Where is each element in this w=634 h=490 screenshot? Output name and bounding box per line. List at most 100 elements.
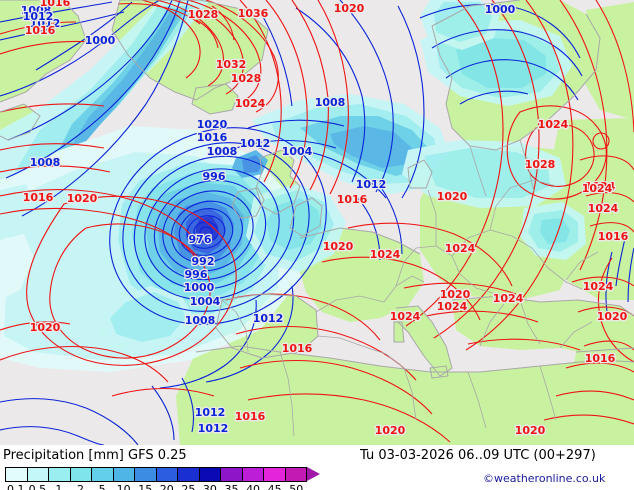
isobar-label: 1008 <box>21 4 52 17</box>
isobar-label: 1024 <box>390 310 421 323</box>
isobar-label: 1016 <box>23 191 54 204</box>
isobar-label: 1000 <box>485 3 516 16</box>
isobar-label: 1012 <box>23 10 54 23</box>
scale-tick-label: 10 <box>116 483 131 490</box>
isobar-label: 1024 <box>585 180 616 193</box>
copyright-credit: ©weatheronline.co.uk <box>483 472 606 485</box>
isobar-label: 1024 <box>235 97 266 110</box>
isobar-label: 1016 <box>235 410 266 423</box>
isobar-label: 1004 <box>190 295 221 308</box>
isobar-label: 1012 <box>198 422 229 435</box>
isobar-label: 1024 <box>493 292 524 305</box>
scale-tick-label: 5 <box>98 483 106 490</box>
isobar-label: 1032 <box>216 58 247 71</box>
isobar-label: 1020 <box>323 240 354 253</box>
isobar-label: 1028 <box>188 8 219 21</box>
isobar-label: 1008 <box>30 156 61 169</box>
isobar-label: 1020 <box>437 190 468 203</box>
isobar-label: 1024 <box>582 182 613 195</box>
isobar-label: 1012 <box>240 137 271 150</box>
isobar-label: 1008 <box>315 96 346 109</box>
color-swatch <box>70 468 92 481</box>
isobar-label: 1024 <box>437 300 468 313</box>
isobars-high <box>0 0 634 443</box>
isobar-label: 992 <box>192 255 215 268</box>
color-scale: 0.1 0.5 1 2 5 10 15 20 25 30 35 40 45 50 <box>5 467 307 490</box>
color-swatch <box>92 468 114 481</box>
isobar-label: 1004 <box>282 145 313 158</box>
scale-tick-label: 45 <box>267 483 282 490</box>
scale-tick-label: 0.5 <box>28 483 47 490</box>
isobar-label: 1024 <box>583 280 614 293</box>
isobar-label: 1016 <box>282 342 313 355</box>
color-swatch <box>156 468 178 481</box>
scale-tick-label: 35 <box>224 483 239 490</box>
color-swatch <box>221 468 243 481</box>
isobar-label: 1012 <box>356 178 387 191</box>
scale-tick-label: 40 <box>246 483 261 490</box>
scale-tick-label: 20 <box>159 483 174 490</box>
isobar-label: 1000 <box>85 34 116 47</box>
isobar-label: 1020 <box>30 321 61 334</box>
color-swatch <box>178 468 200 481</box>
country-borders <box>221 139 599 437</box>
isobar-label: 1016 <box>598 230 629 243</box>
footer: Precipitation [mm] GFS 0.25 Tu 03-03-202… <box>0 445 634 490</box>
isobar-label: 1036 <box>238 7 269 20</box>
scale-tick-label: 1 <box>55 483 63 490</box>
isobar-label: 1000 <box>184 281 215 294</box>
isobar-label: 1016 <box>25 24 56 37</box>
color-scale-ticks: 0.1 0.5 1 2 5 10 15 20 25 30 35 40 45 50 <box>5 483 307 490</box>
color-swatch <box>27 468 49 481</box>
isobar-label: 1024 <box>370 248 401 261</box>
color-swatch <box>6 468 28 481</box>
isobar-label: 1016 <box>40 0 71 9</box>
isobar-label: 1012 <box>195 406 226 419</box>
isobar-label: 1012 <box>253 312 284 325</box>
color-swatch <box>264 468 286 481</box>
valid-datetime: Tu 03-03-2026 06..09 UTC (00+297) <box>360 448 596 463</box>
isobar-label: 1016 <box>585 352 616 365</box>
color-swatch <box>135 468 157 481</box>
color-swatch <box>242 468 264 481</box>
isobar-label: 1012 <box>30 17 61 30</box>
scale-tick-label: 2 <box>77 483 84 490</box>
coastlines <box>0 0 634 379</box>
chart-title: Precipitation [mm] GFS 0.25 <box>3 448 187 463</box>
map-canvas[interactable]: 1008 1012 1016 1000 1028 1036 1032 1028 1024 1020… <box>0 0 634 445</box>
scale-tick-label: 15 <box>138 483 153 490</box>
color-swatch <box>49 468 71 481</box>
isobar-label: 1028 <box>525 158 556 171</box>
isobar-label: 976 <box>189 233 212 246</box>
isobar-label: 1016 <box>337 193 368 206</box>
isobar-label: 1020 <box>334 2 365 15</box>
color-swatch <box>285 468 306 481</box>
isobar-label: 1024 <box>538 118 569 131</box>
isobar-label: 996 <box>203 170 226 183</box>
isobar-label: 1008 <box>185 314 216 327</box>
scale-tick-label: 30 <box>202 483 217 490</box>
scale-tick-label: 50 <box>289 483 304 490</box>
color-swatch <box>113 468 135 481</box>
precipitation-field <box>0 0 586 372</box>
isobar-label: 1020 <box>67 192 98 205</box>
isobar-label: 1016 <box>197 131 228 144</box>
isobar-label: 1024 <box>588 202 619 215</box>
color-scale-arrow <box>307 467 320 481</box>
isobar-label: 996 <box>185 268 208 281</box>
isobar-label: 1008 <box>207 145 238 158</box>
isobar-label: 1020 <box>515 424 546 437</box>
isobar-label: 1028 <box>231 72 262 85</box>
color-scale-swatches <box>5 467 307 482</box>
isobar-label: 1020 <box>440 288 471 301</box>
color-swatch <box>199 468 221 481</box>
isobar-label: 1020 <box>375 424 406 437</box>
isobar-label: 1024 <box>445 242 476 255</box>
isobar-label: 1020 <box>197 118 228 131</box>
isobar-label: 1020 <box>597 310 628 323</box>
scale-tick-label: 0.1 <box>7 483 25 490</box>
isobars-low <box>0 0 634 445</box>
